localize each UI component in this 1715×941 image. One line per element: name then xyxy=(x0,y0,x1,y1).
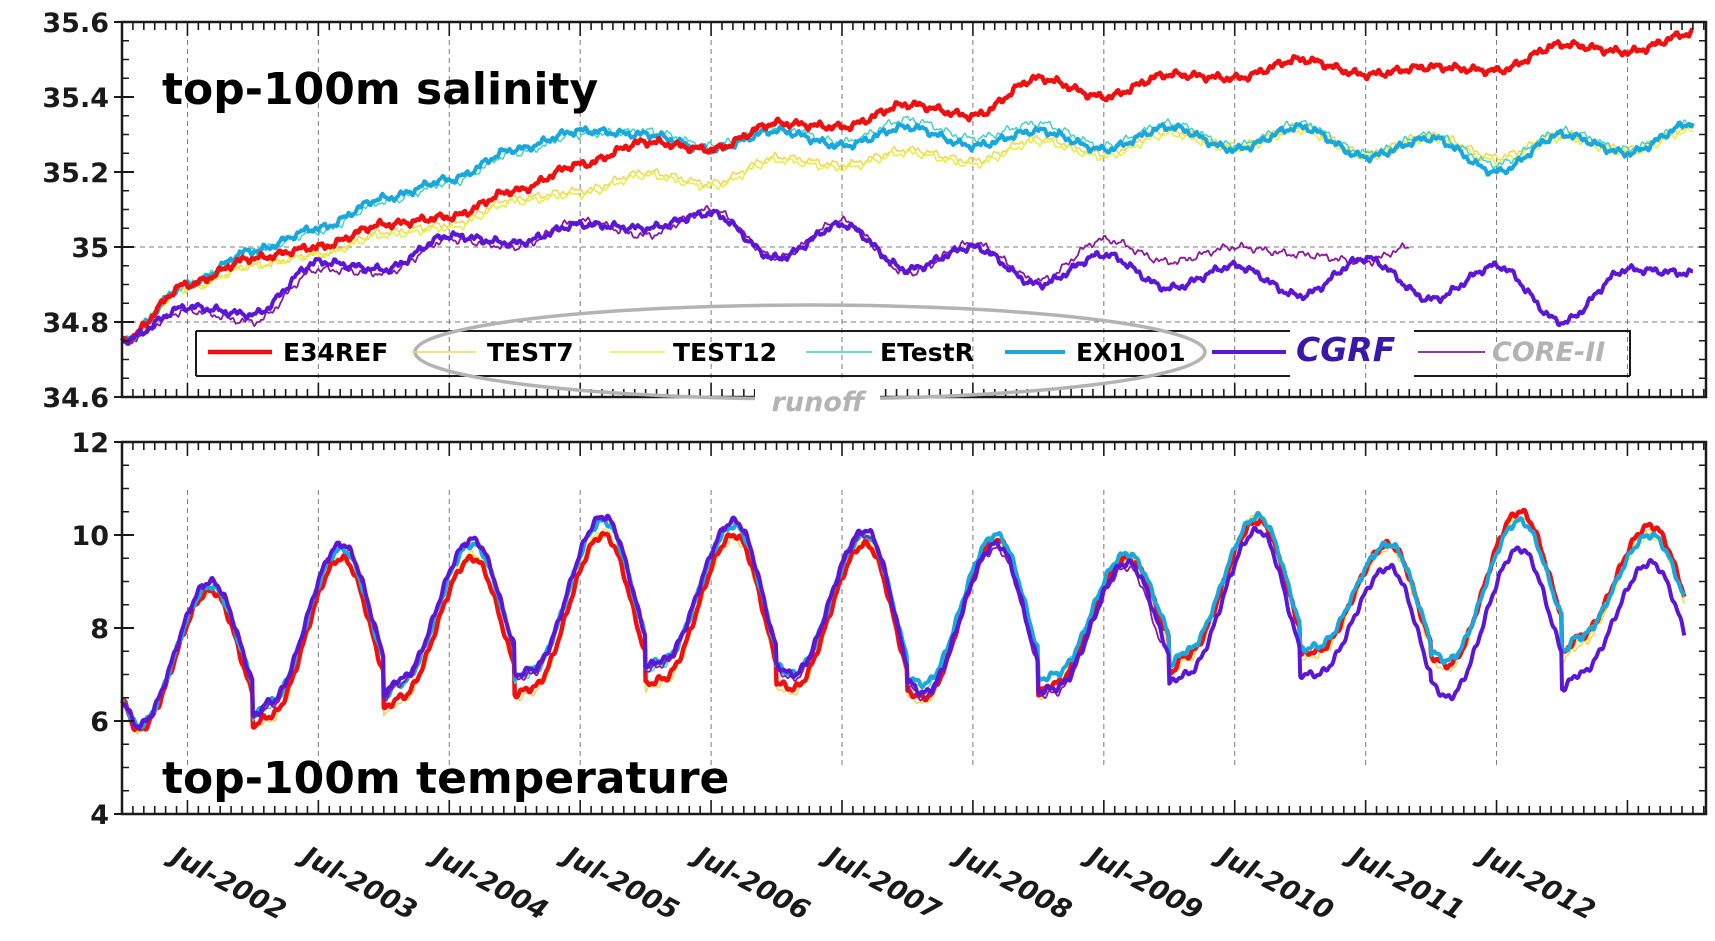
date-tick-label: Jul-2011 xyxy=(1340,838,1469,926)
salinity-series xyxy=(120,27,1695,346)
temperature-y-tick-label: 10 xyxy=(71,521,109,552)
legend: runoff E34REF TEST7 TEST12 ETestR EXH001 CGRF C… xyxy=(195,303,1631,418)
salinity-grid xyxy=(122,22,1706,397)
salinity-panel: 34.6 34.8 35 35.2 35.4 35.6 top-100m salinity… xyxy=(42,8,1708,418)
legend-label-exh001: EXH001 xyxy=(1076,338,1185,367)
date-tick-label: Jul-2005 xyxy=(554,838,683,926)
temperature-y-tick-labels: 4 6 8 10 12 xyxy=(71,428,109,831)
temperature-y-tick-label: 8 xyxy=(90,614,109,645)
date-tick-label: Jul-2008 xyxy=(947,838,1076,926)
salinity-y-tick-label: 35 xyxy=(71,233,109,264)
legend-label-test7: TEST7 xyxy=(487,338,574,367)
salinity-y-tick-label: 34.6 xyxy=(42,383,109,414)
temperature-axes-frame xyxy=(120,440,1708,816)
salinity-panel-title: top-100m salinity xyxy=(162,64,598,115)
legend-label-e34ref: E34REF xyxy=(283,338,388,367)
temperature-panel-title: top-100m temperature xyxy=(162,753,729,804)
date-tick-label: Jul-2002 xyxy=(162,838,291,926)
temperature-y-tick-label: 4 xyxy=(90,800,109,831)
temperature-y-tick-label: 12 xyxy=(71,428,109,459)
date-tick-label: Jul-2009 xyxy=(1078,838,1207,926)
date-tick-label: Jul-2012 xyxy=(1471,838,1600,926)
temperature-axis-ticks xyxy=(114,441,1706,815)
date-tick-label: Jul-2004 xyxy=(424,838,553,926)
legend-label-test12: TEST12 xyxy=(673,338,777,367)
runoff-annotation: runoff xyxy=(772,387,867,418)
date-tick-label: Jul-2007 xyxy=(816,838,945,926)
salinity-y-tick-label: 35.4 xyxy=(42,83,109,114)
date-tick-label: Jul-2006 xyxy=(685,838,814,926)
runoff-label-background xyxy=(755,378,880,418)
date-tick-labels: Jul-2002 Jul-2003 Jul-2004 Jul-2005 Jul-2006… xyxy=(162,838,1600,926)
legend-label-cgrf: CGRF xyxy=(1296,330,1396,369)
temperature-series-cgrf xyxy=(120,513,1687,730)
legend-box-core xyxy=(1414,330,1631,377)
date-tick-label: Jul-2003 xyxy=(293,838,422,926)
salinity-y-tick-label: 35.2 xyxy=(42,158,109,189)
legend-label-etestr: ETestR xyxy=(880,338,974,367)
salinity-y-tick-label: 35.6 xyxy=(42,8,109,39)
temperature-grid xyxy=(186,490,1498,768)
temperature-series xyxy=(120,507,1687,735)
date-tick-label: Jul-2010 xyxy=(1209,838,1338,926)
salinity-series-core-ii xyxy=(121,205,1410,343)
salinity-y-tick-label: 34.8 xyxy=(42,308,109,339)
temperature-series-test7 xyxy=(121,513,1686,735)
legend-label-core-ii: CORE-II xyxy=(1492,337,1605,368)
salinity-series-e34ref xyxy=(120,27,1694,345)
salinity-series-test12 xyxy=(121,126,1694,345)
salinity-series-exh001 xyxy=(120,120,1695,343)
salinity-y-tick-labels: 34.6 34.8 35 35.2 35.4 35.6 xyxy=(42,8,109,414)
salinity-series-cgrf xyxy=(120,208,1694,346)
temperature-y-tick-label: 6 xyxy=(90,707,109,738)
legend-box xyxy=(195,330,1290,377)
salinity-series-etestr xyxy=(121,115,1694,344)
